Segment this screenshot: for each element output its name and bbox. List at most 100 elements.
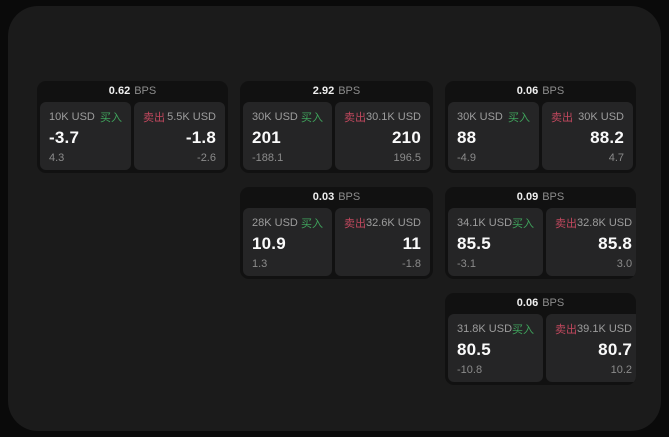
buy-delta: -188.1 [252,152,284,164]
buy-price: 88 [457,128,477,148]
card-header: 0.03 BPS [240,187,433,208]
sell-delta: -1.8 [402,258,421,270]
sell-tile-header: 卖出 30K USD [551,109,624,125]
spread-unit: BPS [542,191,565,203]
sell-amount: 32.8K USD [577,217,633,229]
sell-tile[interactable]: 卖出 32.6K USD 11 -1.8 [334,208,430,276]
card-body: 31.8K USD 买入 80.5 -10.8 卖出 39.1K USD 80.… [445,314,636,385]
buy-price: 10.9 [252,234,286,254]
card-header: 0.06 BPS [445,81,636,102]
sell-amount: 39.1K USD [577,323,633,335]
buy-tile[interactable]: 28K USD 买入 10.9 1.3 [243,208,332,276]
sell-label: 卖出 [555,218,578,230]
spread-value: 0.06 [516,85,539,97]
sell-label: 卖出 [343,218,366,230]
buy-delta: -3.1 [457,258,476,270]
buy-tile[interactable]: 31.8K USD 买入 80.5 -10.8 [448,314,544,382]
sell-tile[interactable]: 卖出 39.1K USD 80.7 10.2 [546,314,636,382]
spread-value: 0.03 [312,191,335,203]
card-body: 28K USD 买入 10.9 1.3 卖出 32.6K USD 11 -1.8 [240,208,433,279]
buy-tile[interactable]: 30K USD 买入 201 -188.1 [243,102,332,170]
quote-card: 2.92 BPS 30K USD 买入 201 -188.1 卖出 30.1K … [240,81,433,173]
spread-value: 0.06 [516,297,539,309]
quote-card: 0.06 BPS 30K USD 买入 88 -4.9 卖出 30K USD 8… [445,81,636,173]
spread-unit: BPS [542,85,565,97]
buy-amount: 31.8K USD [457,323,513,335]
spread-unit: BPS [338,191,361,203]
buy-label: 买入 [300,218,323,230]
card-body: 34.1K USD 买入 85.5 -3.1 卖出 32.8K USD 85.8… [445,208,636,279]
buy-tile[interactable]: 30K USD 买入 88 -4.9 [448,102,539,170]
spread-unit: BPS [542,297,565,309]
card-body: 10K USD 买入 -3.7 4.3 卖出 5.5K USD -1.8 -2.… [37,102,228,173]
spread-value: 0.62 [108,85,131,97]
buy-label: 买入 [512,218,535,230]
sell-amount: 5.5K USD [167,111,216,123]
sell-tile-header: 卖出 32.8K USD [555,215,632,231]
sell-tile-header: 卖出 39.1K USD [555,321,632,337]
sell-amount: 30.1K USD [365,111,421,123]
sell-tile[interactable]: 卖出 5.5K USD -1.8 -2.6 [134,102,225,170]
buy-label: 买入 [508,112,530,124]
buy-delta: -10.8 [457,364,483,376]
buy-amount: 30K USD [457,111,503,123]
buy-tile-header: 10K USD 买入 [49,109,122,125]
quotes-panel: 0.62 BPS 10K USD 买入 -3.7 4.3 卖出 5.5K USD… [8,6,661,431]
buy-price: -3.7 [49,128,80,148]
sell-price: 88.2 [590,128,624,148]
card-header: 0.06 BPS [445,293,636,314]
sell-delta: 10.2 [610,364,633,376]
sell-delta: 4.7 [608,152,624,164]
quote-card: 0.62 BPS 10K USD 买入 -3.7 4.3 卖出 5.5K USD… [37,81,228,173]
sell-price: -1.8 [185,128,216,148]
sell-amount: 32.6K USD [365,217,421,229]
buy-delta: -4.9 [457,152,476,164]
sell-delta: -2.6 [197,152,216,164]
buy-delta: 1.3 [252,258,268,270]
sell-label: 卖出 [555,324,578,336]
buy-tile-header: 30K USD 买入 [457,109,530,125]
buy-tile[interactable]: 34.1K USD 买入 85.5 -3.1 [448,208,544,276]
sell-price: 85.8 [598,234,633,254]
buy-tile-header: 31.8K USD 买入 [457,321,534,337]
sell-price: 210 [392,128,421,148]
buy-label: 买入 [100,112,122,124]
buy-price: 80.5 [457,340,491,360]
buy-price: 201 [252,128,281,148]
buy-amount: 10K USD [49,111,95,123]
buy-price: 85.5 [457,234,491,254]
sell-tile[interactable]: 卖出 30K USD 88.2 4.7 [542,102,633,170]
spread-value: 2.92 [312,85,335,97]
sell-tile-header: 卖出 32.6K USD [344,215,421,231]
spread-value: 0.09 [516,191,539,203]
sell-price: 80.7 [598,340,633,360]
card-header: 0.62 BPS [37,81,228,102]
quote-card: 0.06 BPS 31.8K USD 买入 80.5 -10.8 卖出 39.1… [445,293,636,385]
sell-price: 11 [402,234,421,254]
buy-amount: 34.1K USD [457,217,513,229]
sell-tile[interactable]: 卖出 30.1K USD 210 196.5 [334,102,430,170]
card-body: 30K USD 买入 201 -188.1 卖出 30.1K USD 210 1… [240,102,433,173]
sell-delta: 196.5 [393,152,421,164]
sell-tile[interactable]: 卖出 32.8K USD 85.8 3.0 [546,208,636,276]
spread-unit: BPS [338,85,361,97]
buy-delta: 4.3 [49,152,65,164]
card-header: 2.92 BPS [240,81,433,102]
spread-unit: BPS [134,85,157,97]
sell-label: 卖出 [143,112,165,124]
sell-tile-header: 卖出 30.1K USD [344,109,421,125]
buy-label: 买入 [512,324,535,336]
buy-label: 买入 [300,112,323,124]
buy-tile[interactable]: 10K USD 买入 -3.7 4.3 [40,102,131,170]
sell-delta: 3.0 [616,258,633,270]
buy-tile-header: 34.1K USD 买入 [457,215,534,231]
sell-amount: 30K USD [578,111,624,123]
card-header: 0.09 BPS [445,187,636,208]
card-body: 30K USD 买入 88 -4.9 卖出 30K USD 88.2 4.7 [445,102,636,173]
quote-card: 0.09 BPS 34.1K USD 买入 85.5 -3.1 卖出 32.8K… [445,187,636,279]
sell-label: 卖出 [551,112,573,124]
quote-card: 0.03 BPS 28K USD 买入 10.9 1.3 卖出 32.6K US… [240,187,433,279]
buy-tile-header: 30K USD 买入 [252,109,323,125]
buy-tile-header: 28K USD 买入 [252,215,323,231]
